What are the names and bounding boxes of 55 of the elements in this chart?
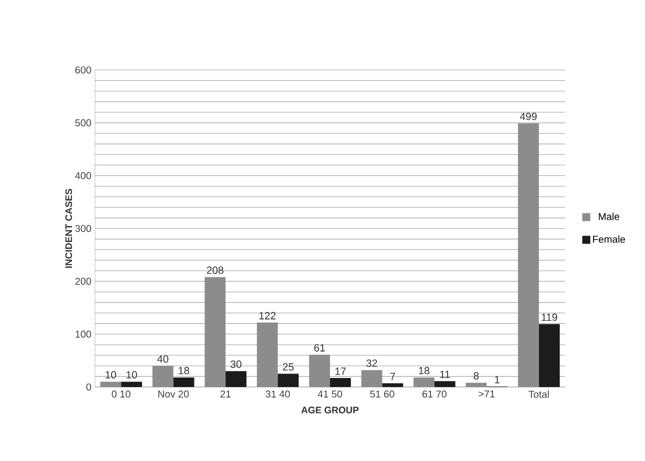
data-label: 32	[366, 359, 378, 367]
bar	[309, 354, 330, 387]
x-tick-label: 61 70	[422, 390, 447, 398]
bar	[382, 383, 404, 387]
data-label: 499	[520, 112, 537, 120]
legend-label: Female	[593, 235, 626, 243]
bar	[121, 382, 142, 387]
bar	[538, 324, 560, 387]
data-label: 18	[178, 366, 190, 374]
data-label: 1	[495, 376, 500, 384]
bar	[434, 381, 456, 387]
x-tick-label: Total	[528, 390, 549, 398]
data-label: 122	[259, 312, 276, 320]
bar	[100, 382, 122, 387]
x-tick-label: 31 40	[266, 390, 290, 398]
data-label: 119	[542, 314, 558, 321]
y-tick-label: 300	[75, 224, 92, 232]
bar	[330, 378, 351, 387]
bar	[518, 123, 539, 387]
y-tick-label: 200	[75, 278, 92, 285]
data-label: 11	[440, 370, 450, 378]
bar	[173, 377, 194, 387]
y-tick-label: 0	[86, 383, 92, 391]
data-label: 18	[418, 366, 430, 374]
data-label: 40	[157, 355, 168, 363]
x-axis-title: AGE GROUP	[301, 406, 359, 414]
data-label: 30	[230, 360, 242, 368]
legend-label: Male	[598, 212, 620, 220]
x-tick-label: 41 50	[318, 390, 342, 398]
x-tick-label: 51 60	[370, 390, 394, 398]
data-label: 7	[390, 372, 396, 380]
y-tick-label: 600	[75, 66, 92, 74]
x-tick-label: >71	[478, 390, 495, 398]
data-label: 25	[282, 363, 294, 371]
x-tick-label: Nov 20	[158, 390, 189, 398]
y-axis-title: INCIDENT CASES	[65, 188, 72, 268]
y-tick-label: 100	[76, 330, 92, 338]
bar	[278, 374, 299, 387]
data-label: 61	[314, 344, 325, 352]
x-tick-label: 0 10	[112, 390, 130, 398]
y-tick-label: 500	[75, 119, 92, 126]
bar	[226, 371, 246, 387]
y-tick-label: 400	[75, 172, 92, 180]
bar	[152, 366, 174, 387]
bar	[204, 277, 226, 387]
bar	[466, 382, 487, 387]
data-label: 17	[335, 368, 346, 375]
data-label: 208	[206, 266, 224, 274]
data-label: 10	[106, 371, 116, 379]
bar	[414, 377, 434, 387]
data-label: 8	[474, 372, 479, 380]
bar	[256, 322, 278, 387]
data-label: 10	[126, 371, 137, 379]
bar	[361, 370, 382, 387]
x-tick-label: 21	[220, 390, 231, 398]
